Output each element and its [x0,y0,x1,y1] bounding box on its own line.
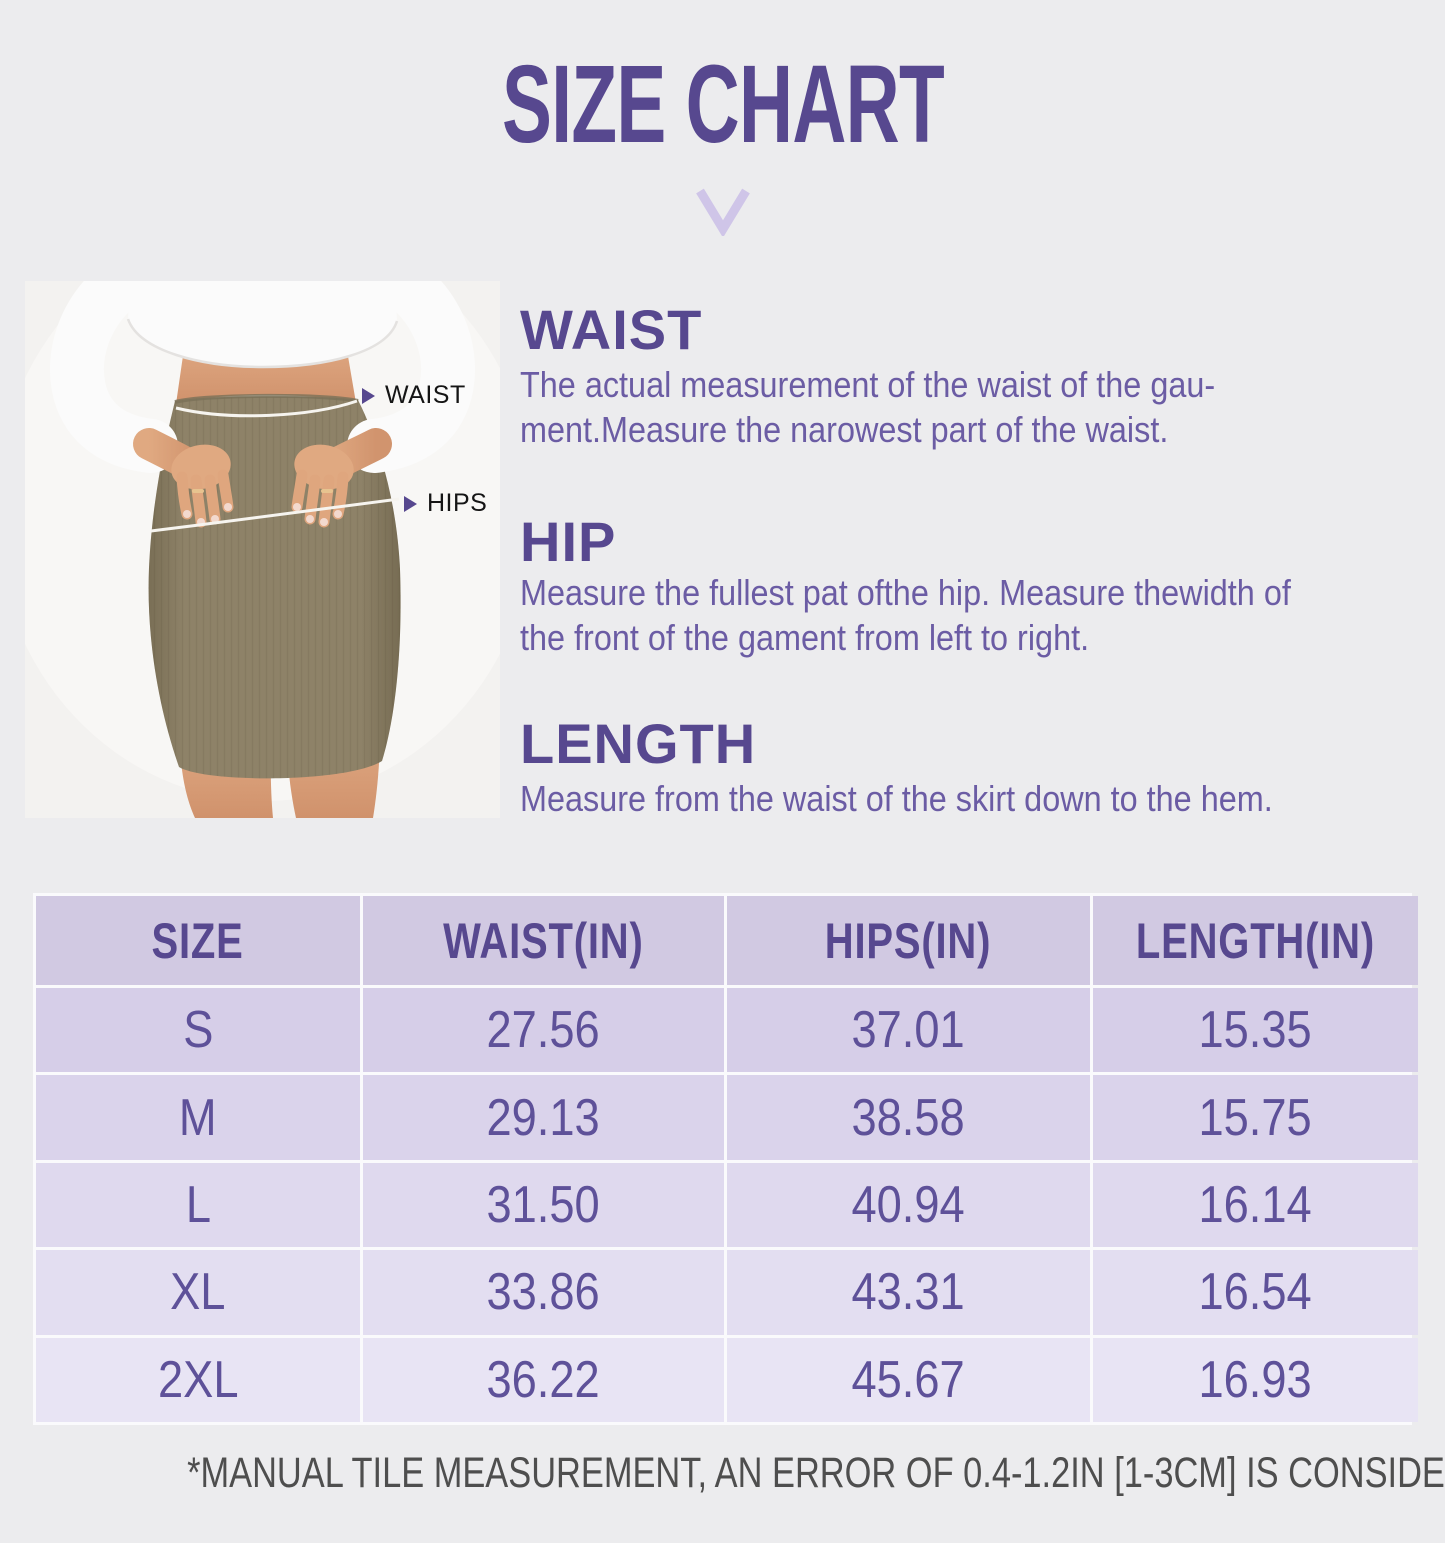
length-cell: 15.75 [1092,1075,1418,1160]
waist-text-line: ment.Measure the narowest part of the wa… [520,409,1169,450]
length-cell: 15.35 [1092,988,1418,1073]
col-header-size: SIZE [36,896,361,985]
right-sleeve [347,281,475,473]
hip-text-line: Measure the fullest pat ofthe hip. Measu… [520,572,1291,613]
waist-cell: 31.50 [363,1162,725,1248]
waist-section-heading: WAIST [520,298,703,361]
col-header-waist: WAIST(IN) [363,896,725,985]
size-table: SIZE WAIST(IN) HIPS(IN) LENGTH(IN) S 27.… [33,893,1418,1425]
col-header-length: LENGTH(IN) [1092,896,1418,985]
hip-section-text: Measure the fullest pat ofthe hip. Measu… [520,570,1425,660]
size-cell: S [36,988,361,1073]
model-photo-illustration [25,281,500,818]
hips-cell: 38.58 [727,1075,1090,1160]
footnote-text: *MANUAL TILE MEASUREMENT, AN ERROR OF 0.… [187,1449,1445,1497]
length-cell: 16.54 [1092,1250,1418,1335]
waist-text-line: The actual measurement of the waist of t… [520,364,1216,405]
waist-annotation-label: WAIST [385,381,466,409]
size-cell: L [36,1162,361,1248]
hips-annotation-label: HIPS [427,489,488,517]
length-section-text: Measure from the waist of the skirt down… [520,776,1425,821]
arrow-right-icon [362,387,375,404]
page-title-text: SIZE CHART [501,43,945,166]
model-photo: WAIST HIPS [25,281,500,818]
hips-cell: 45.67 [727,1337,1090,1422]
footnote: *MANUAL TILE MEASUREMENT, AN ERROR OF 0.… [0,1448,1445,1500]
length-text-line: Measure from the waist of the skirt down… [520,778,1273,819]
waist-cell: 29.13 [363,1075,725,1160]
length-cell: 16.14 [1092,1162,1418,1248]
waist-cell: 36.22 [363,1337,725,1422]
length-cell: 16.93 [1092,1337,1418,1422]
size-cell: M [36,1075,361,1160]
waist-measure-line [175,399,358,418]
length-section-heading: LENGTH [520,712,757,775]
hips-annotation: HIPS [404,489,487,518]
col-header-hips: HIPS(IN) [727,896,1090,985]
hip-section-heading: HIP [520,510,617,573]
right-hand [291,444,354,528]
hips-cell: 40.94 [727,1162,1090,1248]
waist-cell: 33.86 [363,1250,725,1335]
crop-top [128,281,397,367]
waist-annotation: WAIST [362,381,466,410]
hip-text-line: the front of the gament from left to rig… [520,617,1090,658]
page-title: SIZE CHART [0,50,1445,160]
size-cell: 2XL [36,1337,361,1422]
arrow-right-icon [404,495,417,512]
waist-cell: 27.56 [363,988,725,1073]
hips-cell: 43.31 [727,1250,1090,1335]
left-sleeve [50,281,178,473]
hip-measure-line [150,497,400,533]
hips-cell: 37.01 [727,988,1090,1073]
chevron-down-icon [691,186,755,241]
waist-section-text: The actual measurement of the waist of t… [520,362,1425,452]
size-cell: XL [36,1250,361,1335]
